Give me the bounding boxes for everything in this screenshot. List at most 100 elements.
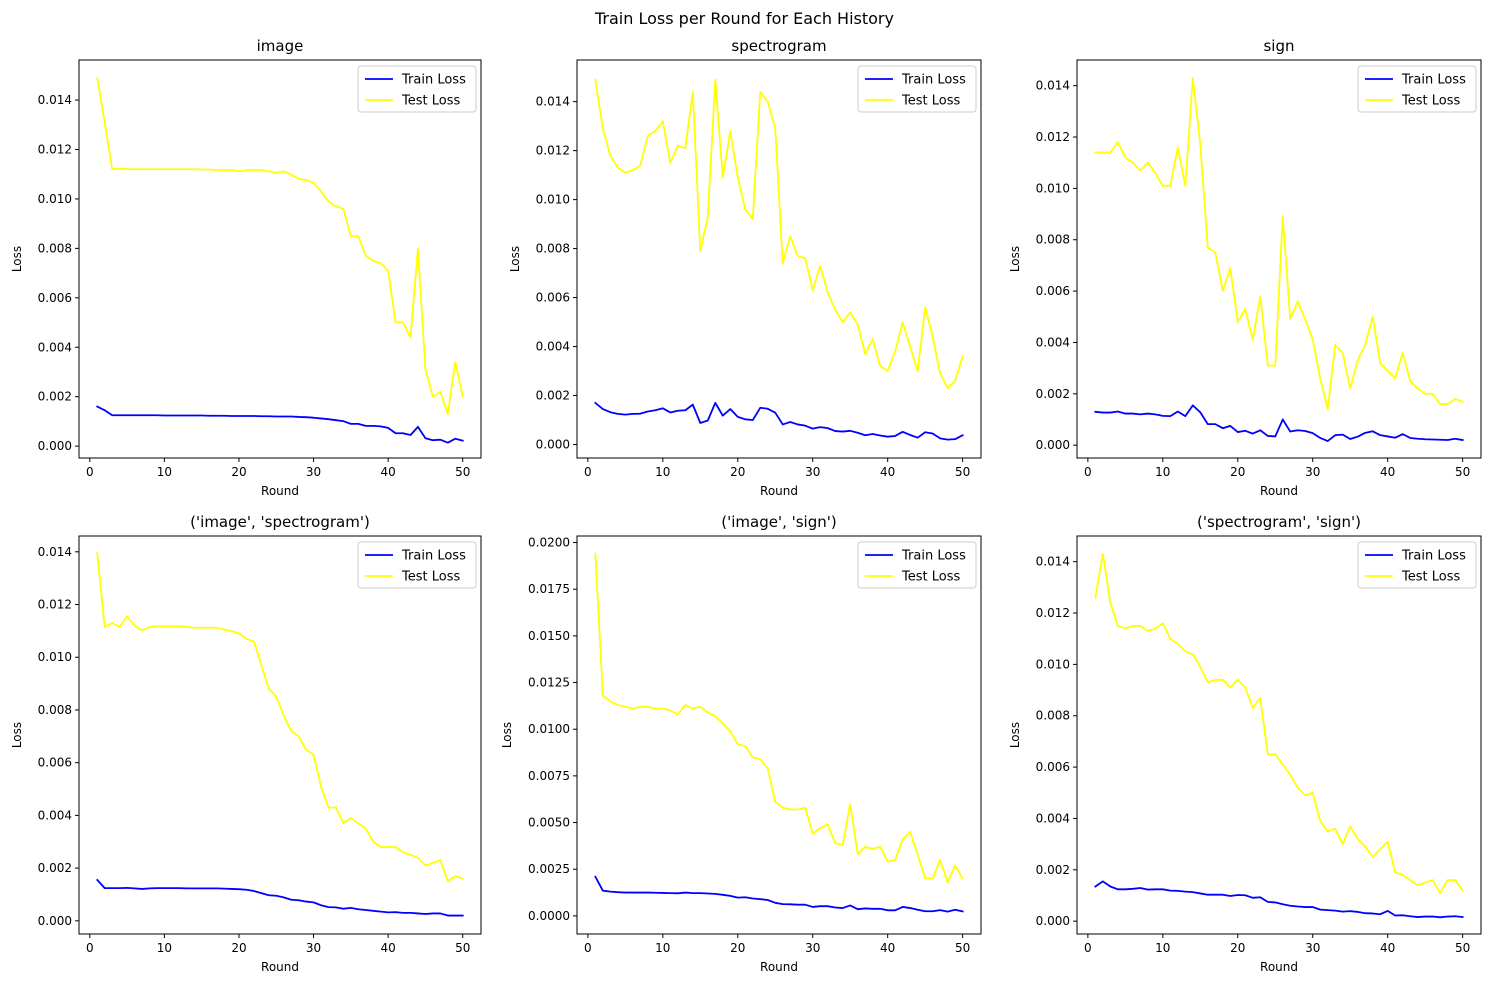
y-tick-label: 0.002 — [1036, 387, 1070, 401]
axes-frame — [78, 59, 482, 459]
chart-panel: 0 10 20 30 40 50 0.000 0.002 0.004 0.006 0.008 0.01… — [10, 37, 482, 498]
x-tick-label: 50 — [955, 465, 970, 479]
y-tick-label: 0.014 — [536, 95, 570, 109]
legend-label: Train Loss — [1401, 549, 1466, 564]
series-line-train — [96, 405, 464, 444]
x-tick-label: 20 — [231, 941, 246, 955]
y-axis-label: Loss — [1008, 246, 1022, 272]
x-tick-label: 40 — [1380, 465, 1395, 479]
y-tick-label: 0.008 — [38, 241, 72, 255]
y-tick-label: 0.010 — [1036, 657, 1070, 671]
legend-label: Test Loss — [1401, 570, 1460, 585]
y-tick-label: 0.006 — [38, 291, 72, 305]
series-line-test — [594, 552, 964, 884]
x-tick-label: 50 — [1455, 941, 1470, 955]
y-tick-label: 0.004 — [1036, 811, 1070, 825]
x-axis-label: Round — [1260, 484, 1298, 498]
legend-label: Test Loss — [901, 94, 960, 109]
y-tick-label: 0.000 — [1036, 438, 1070, 452]
x-tick-label: 50 — [455, 941, 470, 955]
y-tick-label: 0.0050 — [528, 816, 570, 830]
y-tick-label: 0.0150 — [528, 629, 570, 643]
legend-label: Train Loss — [1401, 73, 1466, 88]
y-tick-label: 0.002 — [38, 861, 72, 875]
y-tick-label: 0.004 — [38, 340, 72, 354]
y-axis-label: Loss — [10, 246, 24, 272]
x-tick-label: 40 — [1380, 941, 1395, 955]
chart-title: spectrogram — [731, 37, 826, 55]
x-axis-label: Round — [760, 484, 798, 498]
y-tick-label: 0.0125 — [528, 676, 570, 690]
y-tick-label: 0.004 — [1036, 335, 1070, 349]
legend-label: Train Loss — [901, 549, 966, 564]
axes-frame — [78, 535, 482, 935]
chart-title: ('image', 'spectrogram') — [190, 513, 370, 531]
y-tick-label: 0.000 — [38, 914, 72, 928]
y-tick-label: 0.012 — [536, 144, 570, 158]
x-tick-label: 0 — [1084, 941, 1092, 955]
axes-frame — [1076, 59, 1482, 459]
y-tick-label: 0.0100 — [528, 722, 570, 736]
series-line-train — [1094, 404, 1464, 442]
chart-title: ('spectrogram', 'sign') — [1197, 513, 1361, 531]
y-tick-label: 0.014 — [1036, 79, 1070, 93]
chart-panel: 0 10 20 30 40 50 0.000 0.002 0.004 0.006 0.008 0.01… — [10, 513, 482, 974]
y-tick-label: 0.0200 — [528, 536, 570, 550]
series-line-train — [1094, 880, 1464, 919]
x-tick-label: 10 — [157, 465, 172, 479]
y-axis-label: Loss — [10, 722, 24, 748]
y-tick-label: 0.008 — [38, 703, 72, 717]
y-tick-label: 0.004 — [38, 808, 72, 822]
series-group — [594, 552, 964, 913]
chart-panel: 0 10 20 30 40 50 0.0000 0.0025 0.0050 0.0075 0.010… — [500, 513, 982, 974]
series-line-train — [594, 875, 964, 913]
x-tick-label: 20 — [730, 465, 745, 479]
x-axis-label: Round — [760, 960, 798, 974]
x-tick-label: 10 — [655, 465, 670, 479]
series-group — [96, 76, 464, 444]
y-tick-label: 0.010 — [536, 193, 570, 207]
x-tick-label: 30 — [805, 465, 820, 479]
legend-label: Test Loss — [401, 570, 460, 585]
x-tick-label: 30 — [306, 465, 321, 479]
legend-label: Test Loss — [1401, 94, 1460, 109]
x-axis-label: Round — [261, 484, 299, 498]
y-tick-label: 0.010 — [38, 650, 72, 664]
chart-panel: 0 10 20 30 40 50 0.000 0.002 0.004 0.006 0.008 0.01… — [1008, 37, 1482, 498]
x-tick-label: 40 — [381, 465, 396, 479]
y-tick-label: 0.004 — [536, 340, 570, 354]
x-tick-label: 40 — [880, 465, 895, 479]
x-tick-label: 20 — [231, 465, 246, 479]
series-line-test — [1094, 77, 1464, 411]
axes-frame — [576, 535, 982, 935]
x-tick-label: 0 — [1084, 465, 1092, 479]
series-group — [1094, 553, 1464, 919]
x-tick-label: 10 — [1155, 941, 1170, 955]
y-tick-label: 0.012 — [1036, 606, 1070, 620]
x-tick-label: 50 — [1455, 465, 1470, 479]
chart-title: ('image', 'sign') — [721, 513, 836, 531]
axes-frame — [576, 59, 982, 459]
series-line-test — [96, 76, 464, 415]
series-line-train — [95, 878, 464, 917]
chart-panel: 0 10 20 30 40 50 0.000 0.002 0.004 0.006 0.008 0.01… — [1008, 513, 1482, 974]
y-axis-label: Loss — [500, 722, 514, 748]
x-tick-label: 10 — [1155, 465, 1170, 479]
x-tick-label: 20 — [1230, 941, 1245, 955]
y-tick-label: 0.014 — [38, 93, 72, 107]
series-line-test — [594, 78, 964, 390]
legend-label: Test Loss — [901, 570, 960, 585]
legend-label: Train Loss — [401, 549, 466, 564]
y-tick-label: 0.002 — [536, 389, 570, 403]
chart-title: sign — [1263, 37, 1294, 55]
y-tick-label: 0.010 — [1036, 181, 1070, 195]
series-group — [594, 78, 964, 441]
y-tick-label: 0.014 — [38, 545, 72, 559]
y-tick-label: 0.0025 — [528, 862, 570, 876]
x-tick-label: 40 — [880, 941, 895, 955]
x-tick-label: 30 — [306, 941, 321, 955]
y-tick-label: 0.000 — [38, 439, 72, 453]
series-line-train — [594, 401, 964, 441]
x-tick-label: 0 — [86, 941, 94, 955]
